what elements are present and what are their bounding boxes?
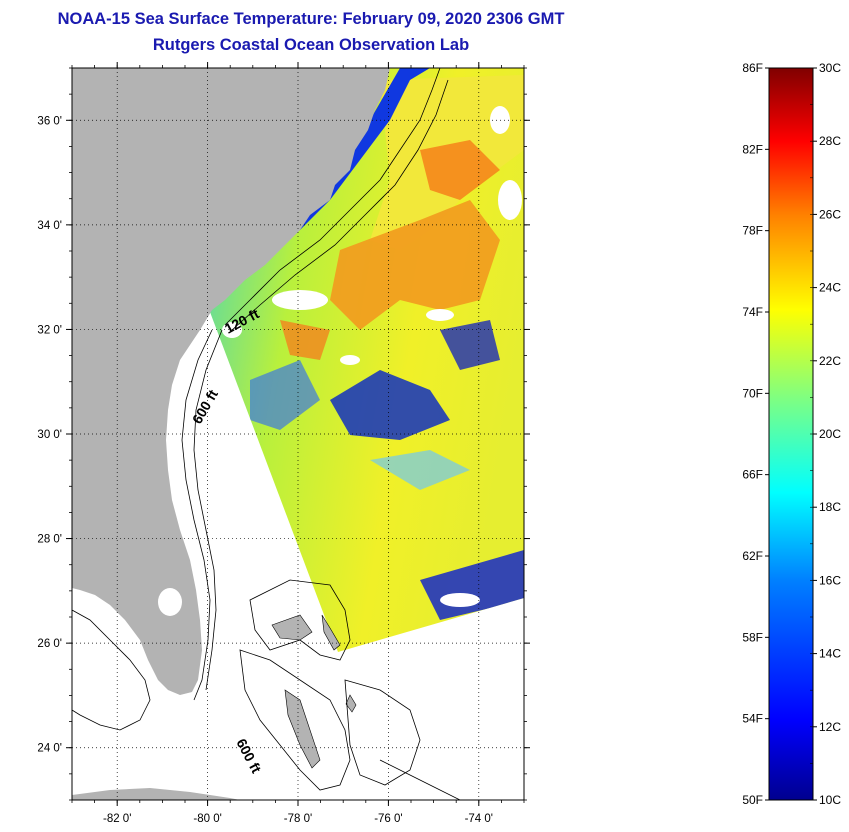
colorbar-c-label: 26C <box>819 207 841 221</box>
page-subtitle: Rutgers Coastal Ocean Observation Lab <box>152 36 470 54</box>
colorbar-f-label: 58F <box>742 630 763 644</box>
colorbar-f-label: 50F <box>742 793 763 807</box>
colorbar-f-label: 66F <box>742 468 763 482</box>
page-title: NOAA-15 Sea Surface Temperature: Februar… <box>57 10 565 28</box>
lat-tick-label: 28 0' <box>37 534 62 546</box>
colorbar-c-label: 14C <box>819 647 841 661</box>
lon-tick-label: -78 0' <box>284 813 312 825</box>
lake-okeechobee <box>158 588 182 616</box>
lat-tick-label: 30 0' <box>37 429 62 441</box>
colorbar-c-label: 12C <box>819 720 841 734</box>
colorbar-f-label: 74F <box>742 305 763 319</box>
sst-cool-filament <box>370 450 470 490</box>
sst-gulfstream-warm <box>330 200 500 330</box>
colorbar <box>768 67 814 801</box>
sst-cool-band <box>250 360 320 430</box>
colorbar-f-label: 62F <box>742 549 763 563</box>
lat-tick-label: 32 0' <box>37 324 62 336</box>
lon-tick-label: -76 0' <box>374 813 402 825</box>
land-bahamas <box>271 614 357 769</box>
lat-tick-label: 24 0' <box>37 743 62 755</box>
colorbar-c-label: 20C <box>819 427 841 441</box>
land-cuba <box>72 788 240 800</box>
colorbar-f-label: 78F <box>742 224 763 238</box>
colorbar-f-label: 82F <box>742 142 763 156</box>
colorbar-f-label: 70F <box>742 386 763 400</box>
colorbar-f-label: 54F <box>742 712 763 726</box>
sst-cold-eddy-2 <box>440 320 500 370</box>
lat-tick-label: 34 0' <box>37 220 62 232</box>
colorbar-c-label: 30C <box>819 61 841 75</box>
sst-cold-eddy-1 <box>330 370 450 440</box>
colorbar-c-label: 18C <box>819 500 841 514</box>
sst-warm-eddy <box>280 320 330 360</box>
colorbar-f-label: 86F <box>742 61 763 75</box>
land-mainland <box>72 68 390 695</box>
lat-tick-label: 26 0' <box>37 638 62 650</box>
colorbar-c-label: 24C <box>819 281 841 295</box>
sst-warm-core <box>420 140 500 200</box>
colorbar-ticks: 86F 82F 78F 74F 70F 66F 62F 58F 54F 50F 30C 28C 26C 2… <box>742 61 841 807</box>
lon-tick-label: -82 0' <box>103 813 131 825</box>
colorbar-c-label: 16C <box>819 573 841 587</box>
colorbar-c-label: 10C <box>819 793 841 807</box>
colorbar-c-label: 22C <box>819 354 841 368</box>
axis-ticks: 36 0' 34 0' 32 0' 30 0' 28 0' 26 0' 24 0' -82 0… <box>37 62 530 825</box>
lon-tick-label: -80 0' <box>193 813 221 825</box>
colorbar-c-label: 28C <box>819 134 841 148</box>
graticule <box>72 68 524 800</box>
lat-tick-label: 36 0' <box>37 115 62 127</box>
lon-tick-label: -74 0' <box>465 813 493 825</box>
